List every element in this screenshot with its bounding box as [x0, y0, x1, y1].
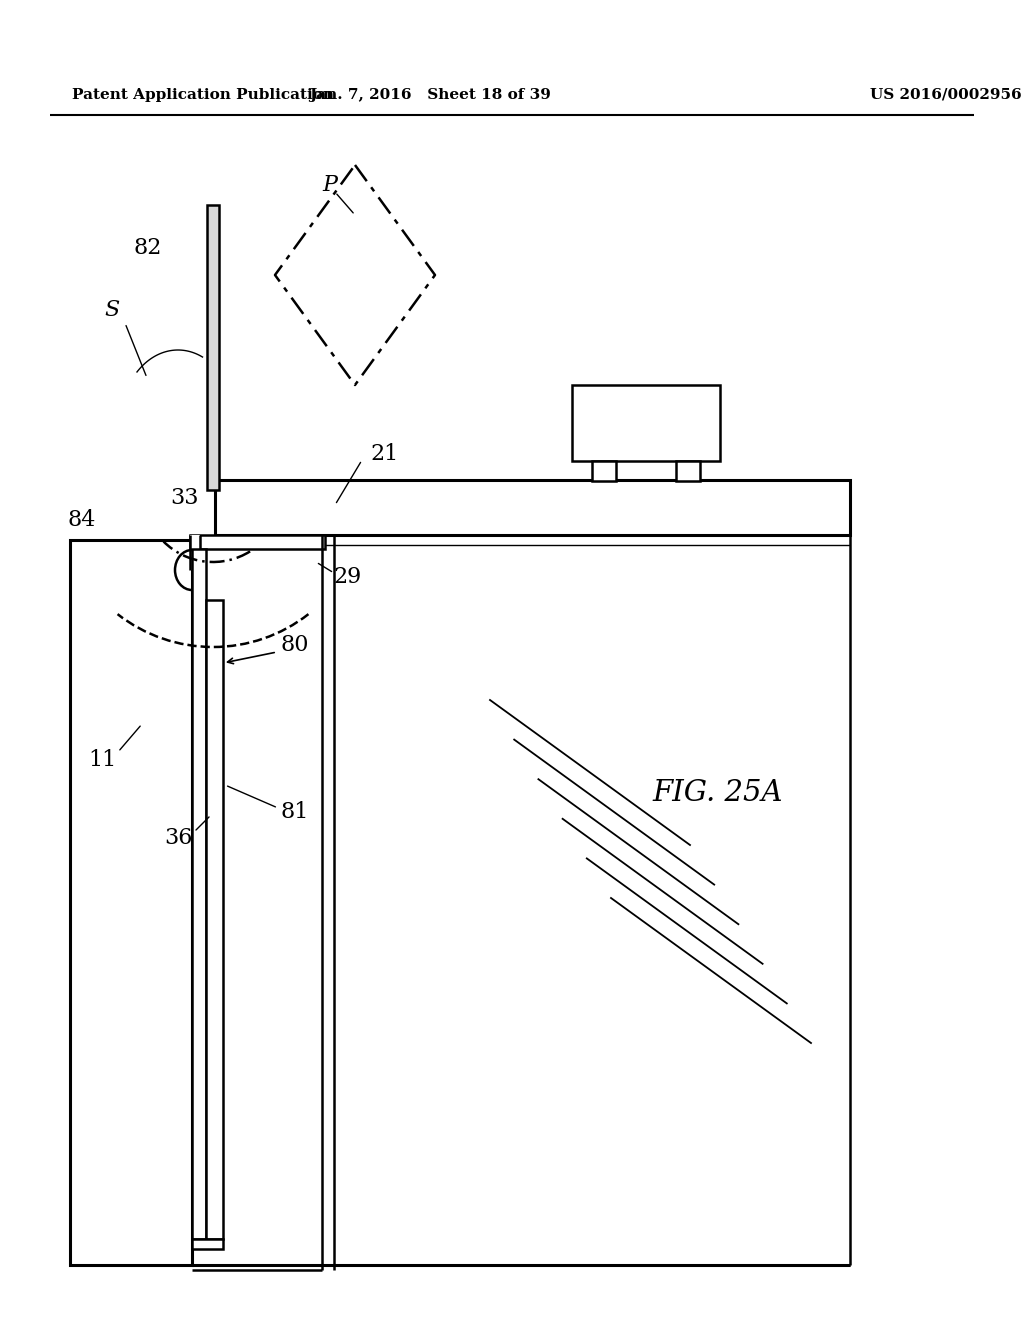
Text: 33: 33 [170, 487, 199, 510]
Text: 11: 11 [88, 748, 116, 771]
Bar [70, 540, 193, 1265]
Text: Patent Application Publication: Patent Application Publication [72, 88, 334, 102]
Text: US 2016/0002956 A1: US 2016/0002956 A1 [870, 88, 1024, 102]
Bar [190, 535, 325, 549]
Text: 36: 36 [164, 828, 193, 849]
Bar [193, 549, 206, 1239]
Text: FIG. 25A: FIG. 25A [652, 779, 783, 807]
Text: 80: 80 [281, 634, 309, 656]
Bar [193, 1239, 223, 1249]
Bar [572, 385, 720, 461]
Text: 81: 81 [281, 801, 309, 822]
Text: 29: 29 [334, 566, 362, 587]
Bar [206, 601, 223, 1239]
Bar [215, 480, 850, 535]
Bar [70, 540, 193, 1265]
Bar [207, 205, 219, 490]
Bar [215, 480, 850, 535]
Bar [592, 461, 616, 480]
Text: 21: 21 [371, 444, 399, 465]
Text: S: S [104, 300, 120, 321]
Bar [206, 601, 223, 1239]
Bar [676, 461, 700, 480]
Text: 82: 82 [134, 238, 162, 259]
Text: Jan. 7, 2016   Sheet 18 of 39: Jan. 7, 2016 Sheet 18 of 39 [309, 88, 551, 102]
Text: P: P [323, 174, 338, 195]
Text: 84: 84 [68, 510, 96, 531]
Bar [190, 535, 200, 570]
